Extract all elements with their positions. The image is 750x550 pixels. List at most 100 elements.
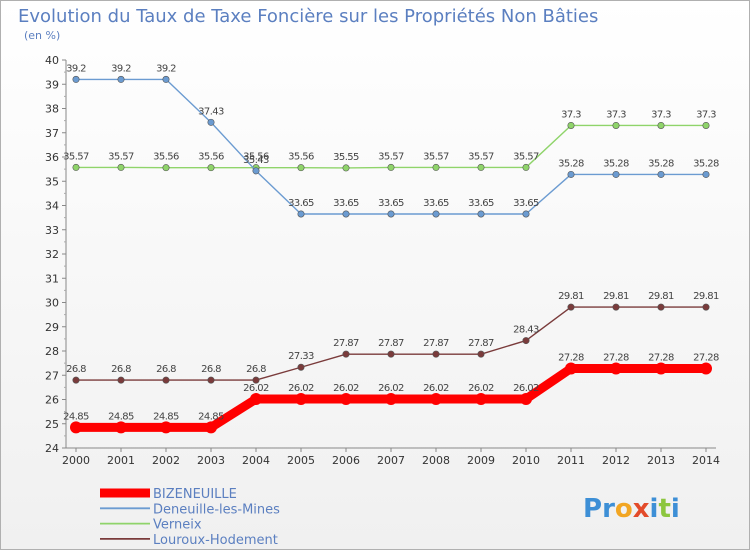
data-label-bizeneuille: 26.02 <box>378 383 404 394</box>
data-label-louroux-hodement: 26.8 <box>201 364 221 375</box>
data-label-louroux-hodement: 27.87 <box>468 338 494 349</box>
x-tick-label: 2002 <box>152 454 180 467</box>
data-point-deneuille-les-mines <box>162 75 170 83</box>
data-label-deneuille-les-mines: 33.65 <box>333 198 359 209</box>
data-label-verneix: 35.57 <box>378 151 404 162</box>
data-point-verneix <box>162 164 170 172</box>
chart-subtitle: (en %) <box>24 29 60 42</box>
data-point-louroux-hodement <box>342 350 350 358</box>
chart-title: Evolution du Taux de Taxe Foncière sur l… <box>18 6 598 27</box>
data-point-verneix <box>297 164 305 172</box>
data-point-deneuille-les-mines <box>252 167 260 175</box>
y-tick-label: 31 <box>45 272 59 285</box>
y-tick-label: 39 <box>45 78 59 91</box>
data-label-deneuille-les-mines: 35.28 <box>603 158 629 169</box>
data-point-louroux-hodement <box>252 376 260 384</box>
data-label-bizeneuille: 27.28 <box>558 352 584 363</box>
series-line-deneuille-les-mines <box>75 78 707 215</box>
proxiti-logo: Proxiti <box>583 494 680 524</box>
data-point-deneuille-les-mines <box>567 170 575 178</box>
data-point-verneix <box>342 164 350 172</box>
data-label-verneix: 35.57 <box>468 151 494 162</box>
data-point-louroux-hodement <box>522 337 530 345</box>
x-tick-label: 2007 <box>377 454 405 467</box>
data-point-bizeneuille <box>700 362 712 375</box>
data-point-verneix <box>522 163 530 171</box>
data-label-bizeneuille: 24.85 <box>108 411 134 422</box>
data-point-louroux-hodement <box>657 303 665 311</box>
data-label-verneix: 35.57 <box>423 151 449 162</box>
data-label-louroux-hodement: 26.8 <box>246 364 266 375</box>
y-tick-label: 36 <box>45 151 59 164</box>
data-point-deneuille-les-mines <box>702 170 710 178</box>
data-label-deneuille-les-mines: 39.2 <box>66 63 86 74</box>
data-point-bizeneuille <box>160 421 172 434</box>
data-label-bizeneuille: 26.02 <box>243 383 269 394</box>
logo-letter: x <box>633 494 650 524</box>
data-label-deneuille-les-mines: 39.2 <box>111 63 131 74</box>
logo-letter: i <box>650 494 659 524</box>
x-tick-label: 2005 <box>287 454 315 467</box>
data-label-bizeneuille: 27.28 <box>693 352 719 363</box>
data-label-verneix: 35.56 <box>288 152 314 163</box>
data-point-louroux-hodement <box>702 303 710 311</box>
data-label-bizeneuille: 24.85 <box>198 411 224 422</box>
series-layer <box>70 75 712 434</box>
data-point-deneuille-les-mines <box>387 210 395 218</box>
data-point-louroux-hodement <box>117 376 125 384</box>
data-label-bizeneuille: 26.02 <box>423 383 449 394</box>
data-label-verneix: 37.3 <box>606 109 626 120</box>
y-tick-label: 27 <box>45 369 59 382</box>
data-point-bizeneuille <box>520 393 532 406</box>
data-point-bizeneuille <box>115 421 127 434</box>
legend-label-deneuille-les-mines: Deneuille-les-Mines <box>153 502 280 517</box>
data-point-louroux-hodement <box>162 376 170 384</box>
y-tick-label: 28 <box>45 345 59 358</box>
logo-letter: o <box>615 494 633 524</box>
logo-letter: t <box>658 494 670 524</box>
data-point-deneuille-les-mines <box>432 210 440 218</box>
data-label-deneuille-les-mines: 33.65 <box>423 198 449 209</box>
legend-label-louroux-hodement: Louroux-Hodement <box>153 533 278 548</box>
data-label-bizeneuille: 24.85 <box>63 411 89 422</box>
data-point-verneix <box>477 163 485 171</box>
data-label-verneix: 35.56 <box>243 152 269 163</box>
data-label-louroux-hodement: 27.87 <box>333 338 359 349</box>
data-label-verneix: 37.3 <box>696 109 716 120</box>
data-label-bizeneuille: 26.02 <box>288 383 314 394</box>
data-point-deneuille-les-mines <box>117 75 125 83</box>
x-tick-label: 2001 <box>107 454 135 467</box>
data-label-deneuille-les-mines: 33.65 <box>513 198 539 209</box>
logo-letter: P <box>583 494 602 524</box>
data-label-bizeneuille: 27.28 <box>648 352 674 363</box>
data-label-deneuille-les-mines: 35.43 <box>243 155 269 166</box>
data-label-verneix: 35.55 <box>333 152 359 163</box>
x-tick-label: 2009 <box>467 454 495 467</box>
data-point-verneix <box>72 163 80 171</box>
axes: 24 25 26 27 28 29 30 31 32 33 34 35 36 37 38 39 40 2000 20… <box>45 54 720 467</box>
x-tick-label: 2004 <box>242 454 270 467</box>
data-point-bizeneuille <box>655 362 667 375</box>
data-label-deneuille-les-mines: 37.43 <box>198 106 224 117</box>
data-label-louroux-hodement: 27.87 <box>378 338 404 349</box>
data-point-verneix <box>207 164 215 172</box>
x-tick-label: 2011 <box>557 454 585 467</box>
data-point-bizeneuille <box>385 393 397 406</box>
data-point-louroux-hodement <box>612 303 620 311</box>
data-label-deneuille-les-mines: 35.28 <box>558 158 584 169</box>
data-point-bizeneuille <box>565 362 577 375</box>
labels-layer: 26.8 26.8 26.8 26.8 26.8 27.33 27.87 27.87 27.87… <box>63 63 719 422</box>
data-point-louroux-hodement <box>297 363 305 371</box>
data-point-verneix <box>117 163 125 171</box>
y-tick-label: 25 <box>45 418 59 431</box>
data-label-verneix: 35.57 <box>108 151 134 162</box>
data-point-verneix <box>657 121 665 129</box>
data-label-louroux-hodement: 27.87 <box>423 338 449 349</box>
data-point-bizeneuille <box>430 393 442 406</box>
data-label-deneuille-les-mines: 33.65 <box>468 198 494 209</box>
data-label-bizeneuille: 26.02 <box>513 383 539 394</box>
data-point-bizeneuille <box>205 421 217 434</box>
x-tick-label: 2006 <box>332 454 360 467</box>
x-tick-label: 2012 <box>602 454 630 467</box>
